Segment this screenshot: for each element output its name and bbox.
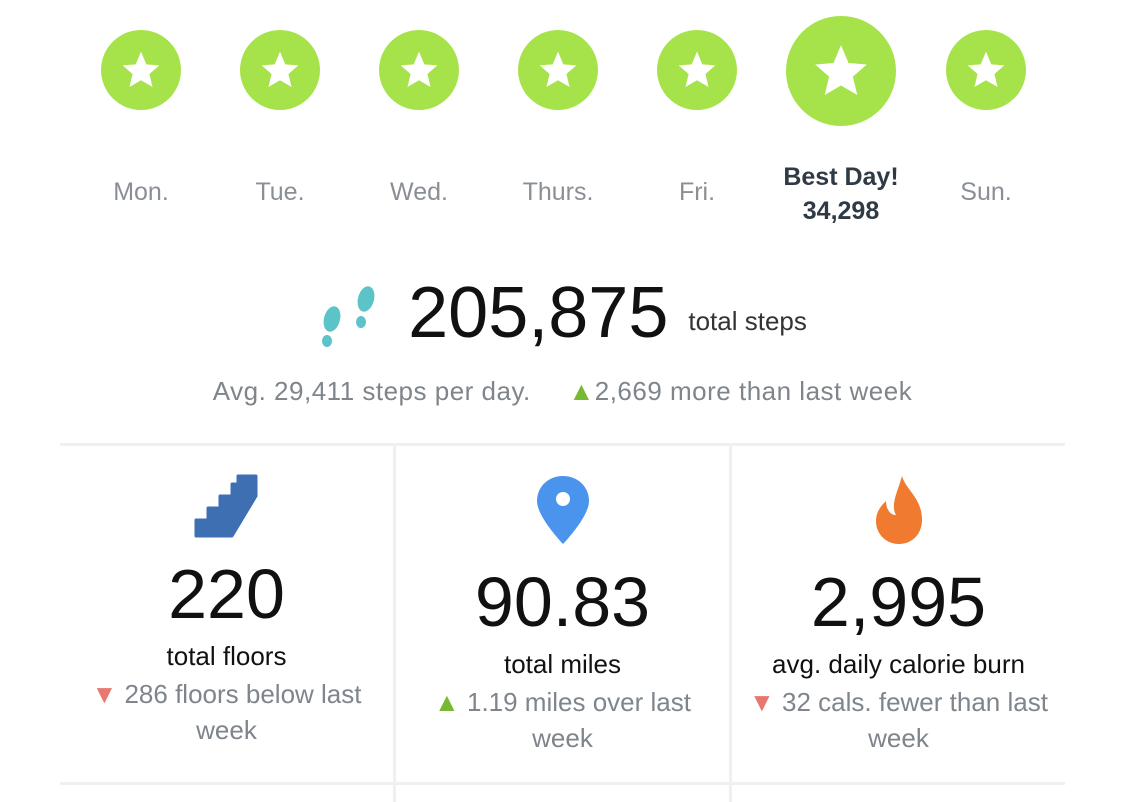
day-label: Tue. bbox=[255, 178, 305, 206]
triangle-down-icon: ▼ bbox=[749, 687, 783, 717]
stat-card-miles[interactable]: 90.83 total miles ▲ 1.19 miles over last… bbox=[396, 446, 732, 782]
calories-value: 2,995 bbox=[810, 563, 987, 641]
stats-grid: 220 total floors ▼ 286 floors below last… bbox=[60, 443, 1065, 785]
miles-value: 90.83 bbox=[474, 563, 651, 641]
floors-label: total floors bbox=[166, 641, 287, 671]
day-label: Wed. bbox=[390, 178, 448, 206]
stat-card-calories[interactable]: 2,995 avg. daily calorie burn ▼ 32 cals.… bbox=[732, 446, 1065, 782]
total-steps-value: 205,875 bbox=[408, 273, 669, 353]
stairs-icon bbox=[60, 474, 393, 546]
star-badge-icon bbox=[786, 16, 896, 126]
star-badge-icon bbox=[240, 30, 320, 110]
day-label: Fri. bbox=[678, 178, 716, 206]
miles-change: ▲ 1.19 miles over last week bbox=[406, 684, 719, 756]
triangle-up-icon: ▲ bbox=[434, 687, 467, 717]
footprints-icon bbox=[318, 285, 380, 354]
flame-icon bbox=[732, 474, 1065, 546]
calories-label: avg. daily calorie burn bbox=[772, 649, 1025, 679]
best-day-title: Best Day! bbox=[783, 163, 899, 191]
calories-change-text: 32 cals. fewer than last week bbox=[782, 687, 1048, 753]
stats-grid-next-row bbox=[60, 782, 1065, 802]
floors-change-text: 286 floors below last week bbox=[124, 679, 362, 745]
steps-average: Avg. 29,411 steps per day. ▲2,669 more t… bbox=[0, 376, 1125, 407]
stat-card-floors[interactable]: 220 total floors ▼ 286 floors below last… bbox=[60, 446, 396, 782]
best-day-label: Best Day! 34,298 bbox=[761, 160, 921, 228]
card-placeholder bbox=[732, 782, 1065, 802]
triangle-down-icon: ▼ bbox=[91, 679, 125, 709]
steps-summary: 205,875 total steps bbox=[0, 272, 1125, 354]
day-label: Mon. bbox=[113, 178, 169, 206]
location-pin-icon bbox=[396, 474, 729, 546]
miles-label: total miles bbox=[503, 649, 622, 679]
day-label: Thurs. bbox=[522, 178, 594, 206]
card-placeholder bbox=[60, 782, 396, 802]
best-day-value: 34,298 bbox=[802, 197, 880, 225]
triangle-up-icon: ▲ bbox=[568, 376, 595, 406]
card-placeholder bbox=[396, 782, 732, 802]
floors-change: ▼ 286 floors below last week bbox=[70, 676, 383, 748]
avg-steps-text: Avg. 29,411 steps per day. bbox=[212, 376, 531, 406]
star-badge-icon bbox=[946, 30, 1026, 110]
total-steps-label: total steps bbox=[688, 305, 807, 336]
star-badge-icon bbox=[518, 30, 598, 110]
star-badge-icon bbox=[657, 30, 737, 110]
floors-value: 220 bbox=[168, 555, 285, 633]
miles-change-text: 1.19 miles over last week bbox=[466, 687, 691, 753]
day-label: Sun. bbox=[960, 178, 1012, 206]
star-badge-icon bbox=[379, 30, 459, 110]
star-badge-icon bbox=[101, 30, 181, 110]
steps-change-text: 2,669 more than last week bbox=[594, 376, 913, 406]
calories-change: ▼ 32 cals. fewer than last week bbox=[742, 684, 1055, 756]
